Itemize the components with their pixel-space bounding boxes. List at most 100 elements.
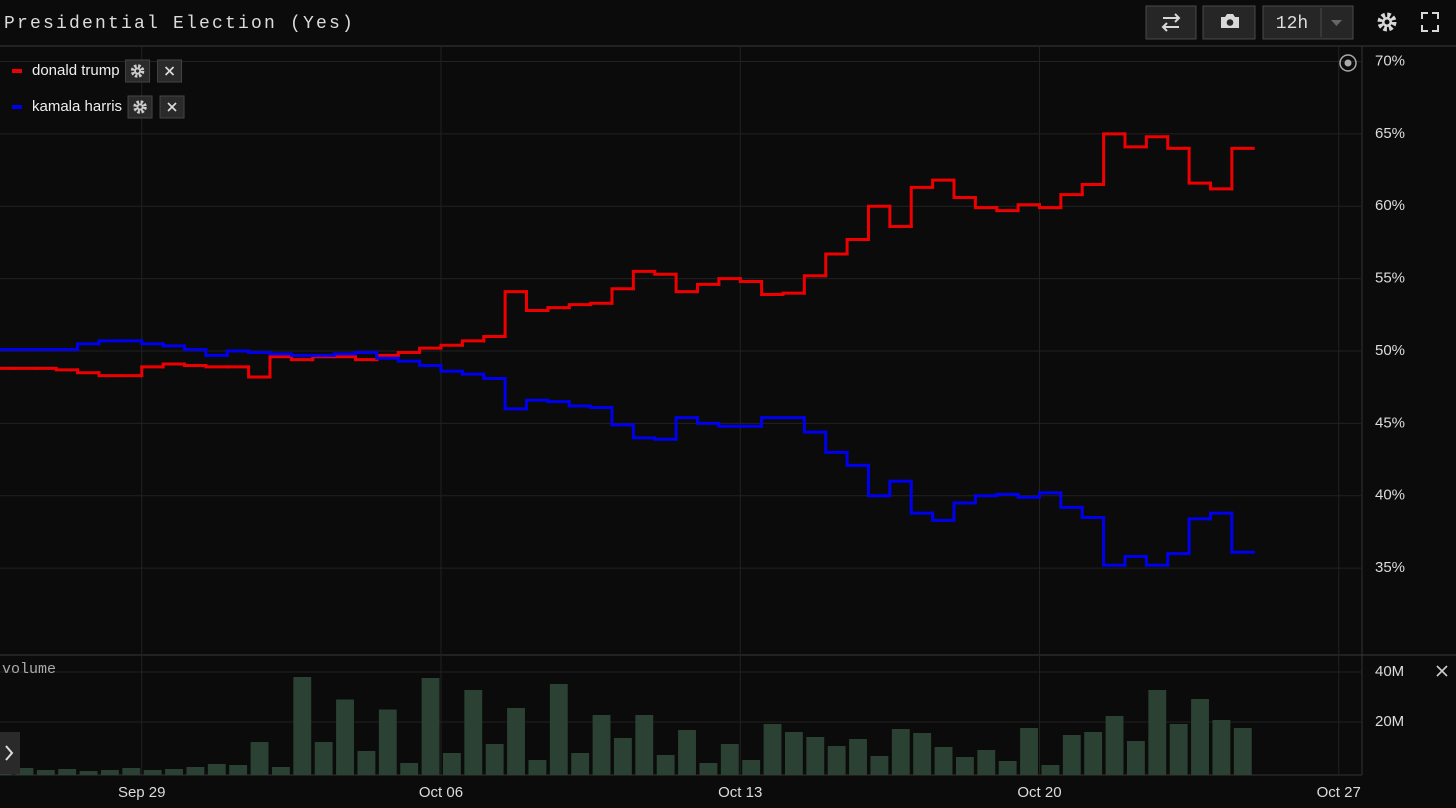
volume-bar — [742, 760, 761, 775]
volume-bar — [336, 699, 354, 775]
settings-button[interactable] — [1377, 12, 1397, 32]
volume-bar — [1148, 690, 1167, 775]
step-segment — [76, 368, 101, 375]
series-remove-button[interactable] — [157, 59, 183, 83]
step-segment — [332, 352, 357, 357]
swap-button[interactable] — [1145, 5, 1197, 40]
step-segment — [1166, 552, 1191, 567]
step-segment — [1102, 132, 1127, 187]
step-segment — [717, 277, 742, 286]
y-tick-label: 70% — [1375, 52, 1405, 69]
volume-bar — [421, 678, 440, 775]
step-segment — [845, 238, 870, 256]
volume-bar — [79, 771, 98, 775]
step-segment — [353, 350, 379, 356]
expand-panel-button[interactable] — [0, 732, 20, 774]
volume-bar — [1169, 724, 1188, 775]
close-icon — [164, 66, 175, 76]
step-segment — [439, 363, 464, 373]
step-segment — [97, 371, 122, 378]
step-segment — [781, 291, 806, 297]
step-segment — [353, 355, 379, 362]
step-segment — [973, 196, 999, 210]
volume-bar — [15, 768, 34, 775]
legend-label: kamala harris — [32, 98, 122, 115]
volume-pane — [0, 677, 1252, 775]
step-segment — [1059, 193, 1084, 210]
step-segment — [247, 349, 272, 354]
gear-hole — [135, 69, 140, 73]
series-remove-button[interactable] — [159, 95, 185, 119]
step-segment — [268, 355, 293, 379]
volume-bar — [1105, 716, 1124, 775]
series-settings-button[interactable] — [127, 95, 153, 119]
volume-bar — [998, 761, 1017, 775]
step-segment — [375, 350, 400, 360]
step-segment — [931, 511, 956, 522]
price-pane — [0, 132, 1255, 567]
step-segment — [460, 339, 486, 347]
step-segment — [1059, 491, 1084, 509]
volume-bar — [1126, 741, 1145, 775]
step-segment — [931, 178, 956, 189]
volume-bar — [100, 770, 119, 775]
step-segment — [546, 398, 571, 404]
step-segment — [204, 363, 229, 369]
step-segment — [824, 252, 849, 278]
legend-swatch — [12, 105, 22, 109]
step-segment — [140, 339, 165, 346]
step-segment — [802, 416, 828, 434]
y-tick-label: 40M — [1375, 663, 1404, 680]
series-settings-button[interactable] — [125, 59, 151, 83]
screenshot-button[interactable] — [1202, 5, 1256, 40]
volume-bar — [1084, 732, 1103, 775]
step-segment — [182, 344, 208, 352]
step-segment — [482, 372, 507, 381]
reset-view-button[interactable] — [1339, 54, 1357, 72]
step-segment — [995, 206, 1020, 213]
volume-bar — [464, 690, 483, 775]
x-tick-label: Oct 27 — [1317, 784, 1361, 801]
volume-bar — [549, 684, 568, 775]
step-segment — [888, 204, 913, 229]
volume-bar — [442, 753, 461, 775]
step-segment — [396, 350, 422, 357]
step-segment — [1102, 515, 1127, 567]
step-segment — [268, 350, 293, 356]
step-segment — [952, 501, 977, 522]
volume-bar — [229, 765, 248, 775]
step-segment — [1037, 491, 1063, 499]
step-segment — [674, 416, 699, 441]
volume-bar — [165, 769, 183, 775]
volume-bar — [207, 764, 226, 775]
step-segment — [204, 348, 229, 357]
gear-teeth — [133, 100, 147, 114]
interval-dropdown[interactable]: 12h — [1262, 5, 1354, 40]
volume-bar — [357, 751, 376, 775]
volume-bar — [186, 767, 205, 775]
step-segment — [482, 335, 507, 343]
volume-bar — [507, 708, 525, 775]
step-segment — [182, 362, 208, 367]
fullscreen-button[interactable] — [1421, 12, 1439, 32]
step-segment — [567, 400, 593, 408]
volume-bar — [827, 746, 846, 775]
x-tick-label: Sep 29 — [118, 784, 166, 801]
step-segment — [1187, 146, 1212, 185]
step-segment — [161, 342, 186, 348]
y-tick-label: 60% — [1375, 197, 1405, 214]
step-segment — [1208, 511, 1234, 521]
step-segment — [1037, 203, 1063, 210]
volume-bar — [656, 755, 675, 775]
step-segment — [760, 280, 785, 297]
close-volume-button[interactable] — [1436, 665, 1448, 677]
step-segment — [567, 303, 593, 310]
step-segment — [1230, 511, 1255, 554]
step-segment — [503, 377, 528, 411]
volume-bar — [485, 744, 504, 775]
step-segment — [546, 306, 571, 312]
volume-bar — [293, 677, 312, 775]
legend: donald trump kamala harris — [12, 59, 185, 119]
y-tick-label: 35% — [1375, 559, 1405, 576]
